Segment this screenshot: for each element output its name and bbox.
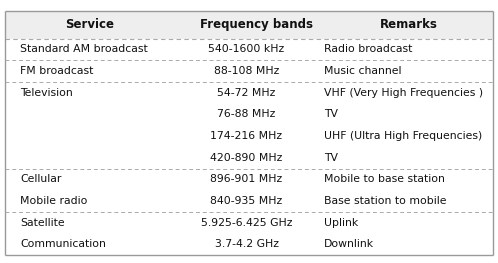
Text: Music channel: Music channel bbox=[324, 66, 401, 76]
Text: 540-1600 kHz: 540-1600 kHz bbox=[208, 44, 285, 54]
Text: 896-901 MHz: 896-901 MHz bbox=[210, 174, 283, 184]
Text: UHF (Ultra High Frequencies): UHF (Ultra High Frequencies) bbox=[324, 131, 482, 141]
Text: Communication: Communication bbox=[20, 239, 106, 249]
Text: 54-72 MHz: 54-72 MHz bbox=[217, 88, 276, 98]
Text: Base station to mobile: Base station to mobile bbox=[324, 196, 446, 206]
Text: 88-108 MHz: 88-108 MHz bbox=[214, 66, 279, 76]
Text: VHF (Very High Frequencies ): VHF (Very High Frequencies ) bbox=[324, 88, 483, 98]
Text: Uplink: Uplink bbox=[324, 218, 358, 228]
Text: TV: TV bbox=[324, 153, 338, 163]
Text: Satellite: Satellite bbox=[20, 218, 65, 228]
Text: Cellular: Cellular bbox=[20, 174, 61, 184]
Text: Downlink: Downlink bbox=[324, 239, 374, 249]
Text: Remarks: Remarks bbox=[379, 18, 437, 31]
Text: 420-890 MHz: 420-890 MHz bbox=[210, 153, 283, 163]
Text: Frequency bands: Frequency bands bbox=[200, 18, 313, 31]
Text: 3.7-4.2 GHz: 3.7-4.2 GHz bbox=[215, 239, 278, 249]
Text: FM broadcast: FM broadcast bbox=[20, 66, 93, 76]
Text: Standard AM broadcast: Standard AM broadcast bbox=[20, 44, 148, 54]
Text: Radio broadcast: Radio broadcast bbox=[324, 44, 412, 54]
Text: TV: TV bbox=[324, 109, 338, 119]
Text: 5.925-6.425 GHz: 5.925-6.425 GHz bbox=[201, 218, 292, 228]
Bar bbox=[5, 11, 493, 39]
Text: 76-88 MHz: 76-88 MHz bbox=[217, 109, 276, 119]
Text: Mobile radio: Mobile radio bbox=[20, 196, 87, 206]
Text: Mobile to base station: Mobile to base station bbox=[324, 174, 445, 184]
Text: Television: Television bbox=[20, 88, 73, 98]
Text: Service: Service bbox=[65, 18, 114, 31]
Text: 174-216 MHz: 174-216 MHz bbox=[211, 131, 282, 141]
Text: 840-935 MHz: 840-935 MHz bbox=[210, 196, 283, 206]
